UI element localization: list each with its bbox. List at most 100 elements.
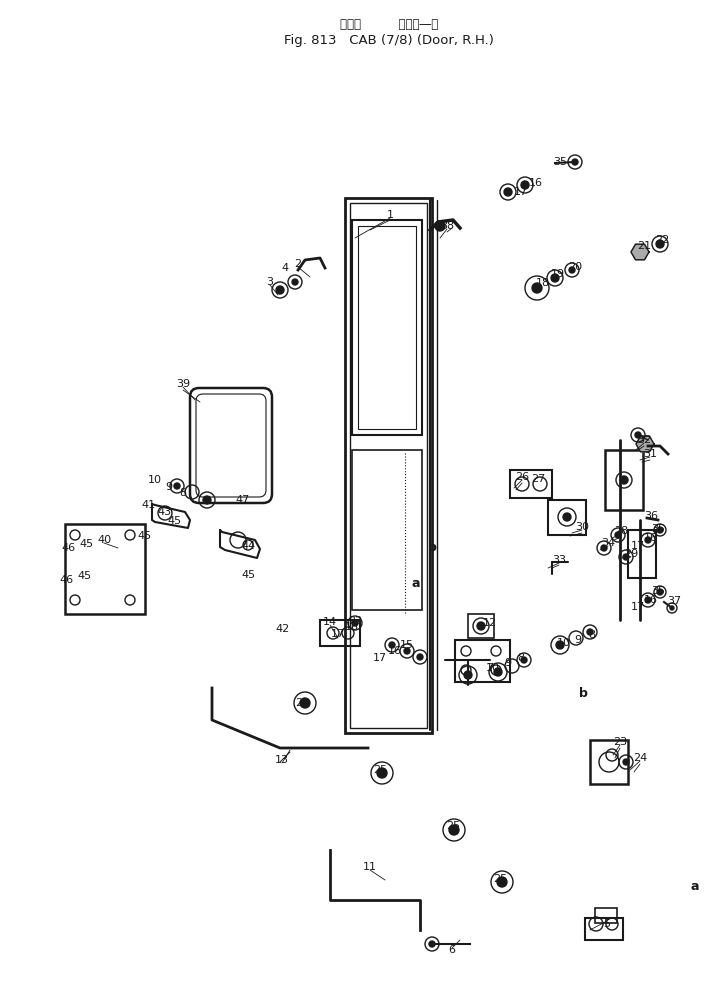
Circle shape [300, 698, 310, 708]
Text: 17: 17 [514, 187, 528, 197]
Text: Fig. 813   CAB (7/8) (Door, R.H.): Fig. 813 CAB (7/8) (Door, R.H.) [284, 34, 494, 47]
Polygon shape [636, 437, 654, 452]
Circle shape [587, 629, 593, 635]
Circle shape [449, 825, 459, 835]
Text: 31: 31 [643, 449, 657, 459]
Circle shape [623, 554, 629, 560]
Circle shape [417, 654, 423, 660]
Circle shape [352, 620, 358, 626]
Circle shape [569, 267, 575, 273]
Bar [585, 918, 623, 940]
Text: 17: 17 [373, 653, 387, 663]
Text: 39: 39 [176, 379, 190, 389]
Text: 17: 17 [631, 541, 645, 551]
Text: a: a [691, 879, 699, 892]
Bar [358, 226, 416, 429]
Circle shape [620, 476, 628, 484]
Circle shape [404, 648, 410, 654]
Circle shape [477, 622, 485, 630]
Text: 29: 29 [624, 549, 638, 559]
Text: a: a [411, 577, 420, 590]
Text: 7: 7 [486, 663, 494, 673]
Bar [628, 530, 656, 578]
Circle shape [572, 159, 578, 165]
Circle shape [174, 483, 180, 489]
Text: 2: 2 [294, 259, 302, 269]
Circle shape [464, 671, 472, 679]
Bar [590, 740, 628, 784]
Text: 22: 22 [348, 616, 362, 626]
Text: 26: 26 [515, 472, 529, 482]
Circle shape [377, 768, 387, 778]
Text: 8: 8 [180, 488, 187, 498]
Circle shape [670, 606, 674, 610]
Text: b: b [579, 687, 587, 700]
Text: 9: 9 [166, 482, 172, 492]
Text: 16: 16 [644, 533, 658, 543]
Text: 16: 16 [345, 622, 359, 632]
Text: 46: 46 [59, 575, 73, 585]
Text: 10: 10 [486, 663, 500, 673]
Text: 45: 45 [79, 539, 93, 549]
Circle shape [435, 221, 445, 231]
Text: 35: 35 [553, 157, 567, 167]
Circle shape [556, 641, 564, 649]
Bar [350, 203, 427, 728]
Text: 27: 27 [531, 474, 545, 484]
Text: キャブ          ドアー―右: キャブ ドアー―右 [340, 18, 438, 31]
Circle shape [389, 642, 395, 648]
Text: 12: 12 [483, 618, 497, 628]
Text: 14: 14 [323, 617, 337, 627]
Text: 45: 45 [168, 516, 182, 526]
Text: 37: 37 [667, 596, 681, 606]
Text: 19: 19 [551, 269, 565, 279]
Text: 46: 46 [61, 543, 75, 553]
Circle shape [521, 657, 527, 663]
Circle shape [504, 188, 512, 196]
Bar [605, 450, 643, 510]
Bar [455, 640, 510, 682]
Text: 33: 33 [552, 555, 566, 565]
Text: 36: 36 [644, 511, 658, 521]
Circle shape [497, 877, 507, 887]
Text: b: b [427, 540, 436, 553]
Text: 16: 16 [388, 646, 402, 656]
Text: 23: 23 [613, 737, 627, 747]
Bar [352, 450, 422, 610]
Text: 5: 5 [603, 919, 611, 929]
Text: 43: 43 [158, 507, 172, 517]
Text: 38: 38 [440, 221, 454, 231]
Text: 13: 13 [275, 755, 289, 765]
Bar [320, 620, 360, 646]
Text: 30: 30 [575, 522, 589, 532]
Text: 45: 45 [242, 570, 256, 580]
Circle shape [601, 545, 607, 551]
Circle shape [563, 513, 571, 521]
Circle shape [657, 527, 663, 533]
Circle shape [429, 941, 435, 947]
Text: 25: 25 [295, 698, 309, 708]
Text: 10: 10 [148, 475, 162, 485]
Text: 34: 34 [601, 538, 615, 548]
Bar [595, 908, 617, 923]
Text: 11: 11 [363, 862, 377, 872]
Circle shape [276, 286, 284, 294]
Text: 42: 42 [276, 624, 290, 634]
Text: 45: 45 [137, 531, 151, 541]
Text: 22: 22 [655, 235, 669, 245]
Bar [468, 614, 494, 638]
Text: 17: 17 [631, 602, 645, 612]
Circle shape [645, 537, 651, 543]
Text: 41: 41 [141, 500, 155, 510]
Text: 18: 18 [536, 278, 550, 288]
Bar [548, 500, 586, 535]
Text: 10: 10 [557, 638, 571, 648]
Circle shape [203, 496, 211, 504]
Bar [510, 470, 552, 498]
Text: 4: 4 [281, 263, 289, 273]
Text: 6: 6 [449, 945, 456, 955]
Text: 20: 20 [568, 262, 582, 272]
Text: 24: 24 [633, 753, 647, 763]
Text: 21: 21 [637, 241, 651, 251]
Circle shape [635, 432, 641, 438]
